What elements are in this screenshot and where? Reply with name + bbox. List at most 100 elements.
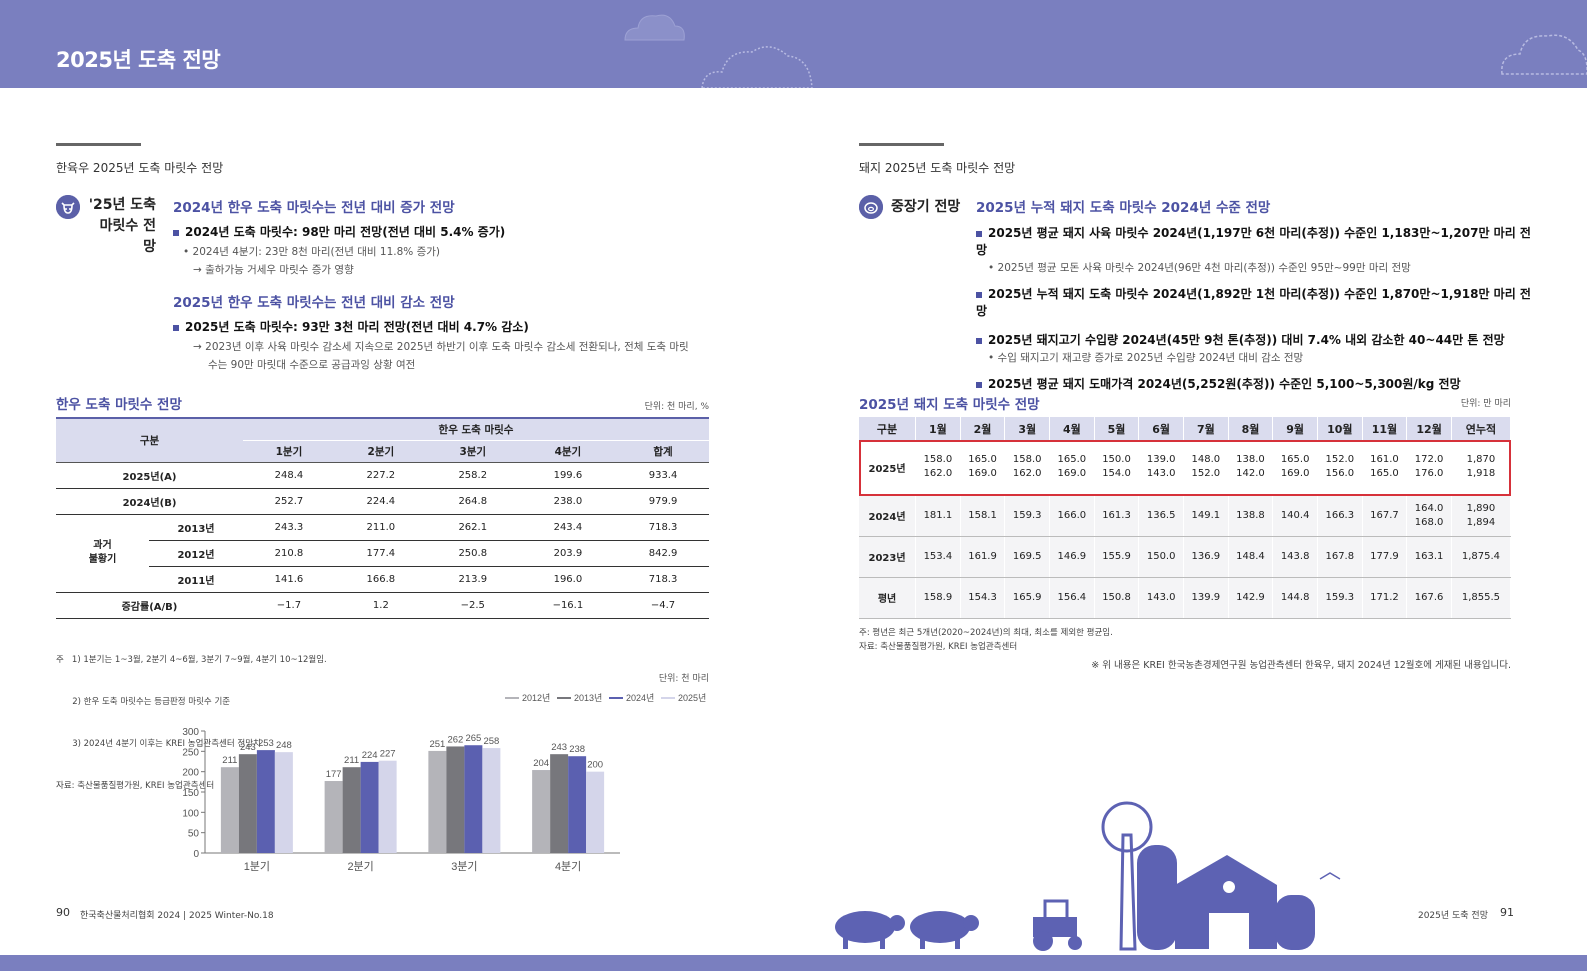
section-rule — [56, 143, 141, 146]
bar — [238, 754, 257, 853]
table-header: 6월 — [1138, 417, 1184, 440]
page-title: 2025년 도축 전망 — [56, 48, 221, 72]
table-header: 8월 — [1228, 417, 1274, 440]
row-label: 2024년 — [859, 495, 917, 537]
cloud-decoration-icon — [1501, 34, 1587, 75]
legend-label: 2012년 — [522, 693, 550, 703]
range-low: 152.0 — [1191, 468, 1221, 480]
range-high: 1,870 — [1466, 454, 1496, 466]
table-cell: 1,890 1,894 — [1451, 495, 1512, 537]
table-cell: 148.0 152.0 — [1183, 440, 1229, 496]
table-header: 한우 도축 마릿수 — [243, 418, 709, 441]
legend-label: 2024년 — [626, 693, 654, 703]
table-cell: 144.8 — [1272, 577, 1318, 619]
y-tick-label: 50 — [188, 829, 200, 840]
footer-bar — [0, 955, 1587, 971]
block-head: 2024년 한우 도축 마릿수는 전년 대비 증가 전망 — [173, 200, 455, 216]
y-tick-label: 300 — [182, 727, 199, 738]
bar — [482, 748, 501, 853]
table-header: 구분 — [56, 418, 243, 463]
hanwoo-summary: 2024년 한우 도축 마릿수는 전년 대비 증가 전망 2024년 도축 마릿… — [173, 196, 713, 374]
table-cell: 161.3 — [1094, 495, 1140, 537]
bar — [220, 767, 239, 853]
range-low: 169.0 — [1057, 468, 1087, 480]
data-label: 262 — [447, 734, 463, 745]
table-header: 10월 — [1317, 417, 1363, 440]
data-label: 253 — [258, 738, 274, 749]
table-row: 2011년 141.6 166.8 213.9 196.0 718.3 — [56, 566, 709, 593]
table-cell: 150.0 — [1138, 536, 1184, 578]
legend-label: 2025년 — [678, 693, 706, 703]
table-unit: 단위: 만 마리 — [1460, 399, 1511, 409]
range-low: 176.0 — [1414, 468, 1444, 480]
table-cell: 136.9 — [1183, 536, 1229, 578]
table-row: 과거 불황기 2013년 243.3 211.0 262.1 243.4 718… — [56, 514, 709, 593]
table-cell: 150.0 154.0 — [1094, 440, 1140, 496]
range-low: 169.0 — [1280, 468, 1310, 480]
bar — [532, 770, 551, 853]
table-cell: 140.4 — [1272, 495, 1318, 537]
table-cell: 143.0 — [1138, 577, 1184, 619]
block-head: 2025년 한우 도축 마릿수는 전년 대비 감소 전망 — [173, 295, 455, 311]
range-high: 139.0 — [1146, 454, 1176, 466]
table-header: 5월 — [1094, 417, 1140, 440]
range-high: 165.0 — [1280, 454, 1310, 466]
cloud-decoration-icon — [624, 14, 685, 41]
section-label: 한육우 2025년 도축 마릿수 전망 — [56, 161, 224, 175]
table-title: 2025년 돼지 도축 마릿수 전망 — [859, 397, 1040, 413]
table-cell: 167.8 — [1317, 536, 1363, 578]
header-bar — [0, 0, 1587, 88]
row-label: 2023년 — [859, 536, 917, 578]
table-cell: 146.9 — [1049, 536, 1095, 578]
bar — [324, 781, 343, 853]
table-cell: 159.3 — [1004, 495, 1051, 537]
legend-label: 2013년 — [574, 693, 602, 703]
table-header: 4분기 — [518, 440, 618, 463]
table-header: 7월 — [1183, 417, 1229, 440]
range-low: 143.0 — [1146, 468, 1176, 480]
table-cell: 142.9 — [1228, 577, 1274, 619]
table-cell: 138.8 — [1228, 495, 1274, 537]
table-cell: 166.0 — [1049, 495, 1095, 537]
table-cell: 158.0 162.0 — [1004, 440, 1051, 496]
table-header: 3분기 — [426, 440, 519, 463]
table-row: 2025년(A) 248.4 227.2 258.2 199.6 933.4 — [56, 462, 709, 489]
sub-item: • 2024년 4분기: 23만 8천 마리(전년 대비 11.8% 증가) — [183, 246, 441, 258]
data-label: 200 — [587, 760, 603, 771]
table-cell: 155.9 — [1094, 536, 1140, 578]
range-low: 162.0 — [1012, 468, 1042, 480]
table-header: 2월 — [960, 417, 1006, 440]
data-label: 204 — [533, 758, 549, 769]
bar — [378, 760, 397, 853]
data-label: 238 — [569, 744, 585, 755]
table-cell: 172.0 176.0 — [1406, 440, 1452, 496]
table-cell: 164.0 168.0 — [1406, 495, 1452, 537]
hanwoo-table: 구분 한우 도축 마릿수 1분기 2분기 3분기 4분기 합계 2025년(A)… — [56, 417, 709, 619]
table-cell: 153.4 — [915, 536, 961, 578]
data-label: 243 — [551, 742, 567, 753]
table-cell: 156.4 — [1049, 577, 1095, 619]
page-number: 90 — [56, 906, 70, 919]
table-cell: 136.5 — [1138, 495, 1184, 537]
table-cell: 171.2 — [1362, 577, 1408, 619]
table-cell: 150.8 — [1094, 577, 1140, 619]
table-cell: 166.3 — [1317, 495, 1363, 537]
badge-title: '25년 도축 마릿수 전망 — [88, 197, 156, 255]
bar — [342, 767, 361, 853]
table-cell: 167.7 — [1362, 495, 1408, 537]
section-label: 돼지 2025년 도축 마릿수 전망 — [859, 161, 1016, 175]
y-tick-label: 100 — [182, 808, 199, 819]
range-low: 168.0 — [1414, 516, 1444, 528]
sub-item: 수는 90만 마릿대 수준으로 공급과잉 상황 여전 — [208, 359, 416, 371]
table-cell: 165.9 — [1004, 577, 1051, 619]
sub-item: • 수입 돼지고기 재고량 증가로 2025년 수입량 2024년 대비 감소 … — [988, 352, 1304, 364]
row-label: 2025년 — [859, 440, 917, 496]
range-low: 1,894 — [1466, 516, 1496, 528]
bar-chart: 2012년 2013년 2024년 2025년 0 50 100 150 200 250 300 21… — [182, 693, 706, 873]
x-tick-label: 4분기 — [555, 860, 581, 873]
range-high: 158.0 — [1012, 454, 1042, 466]
table-row: 평년 158.9 154.3 165.9 156.4 150.8 143.0 139.9 142… — [859, 577, 1512, 619]
table-cell: 158.1 — [960, 495, 1006, 537]
range-high: 164.0 — [1414, 502, 1444, 514]
pig-summary: 2025년 누적 돼지 도축 마릿수 2024년 수준 전망 2025년 평균 … — [976, 196, 1536, 392]
